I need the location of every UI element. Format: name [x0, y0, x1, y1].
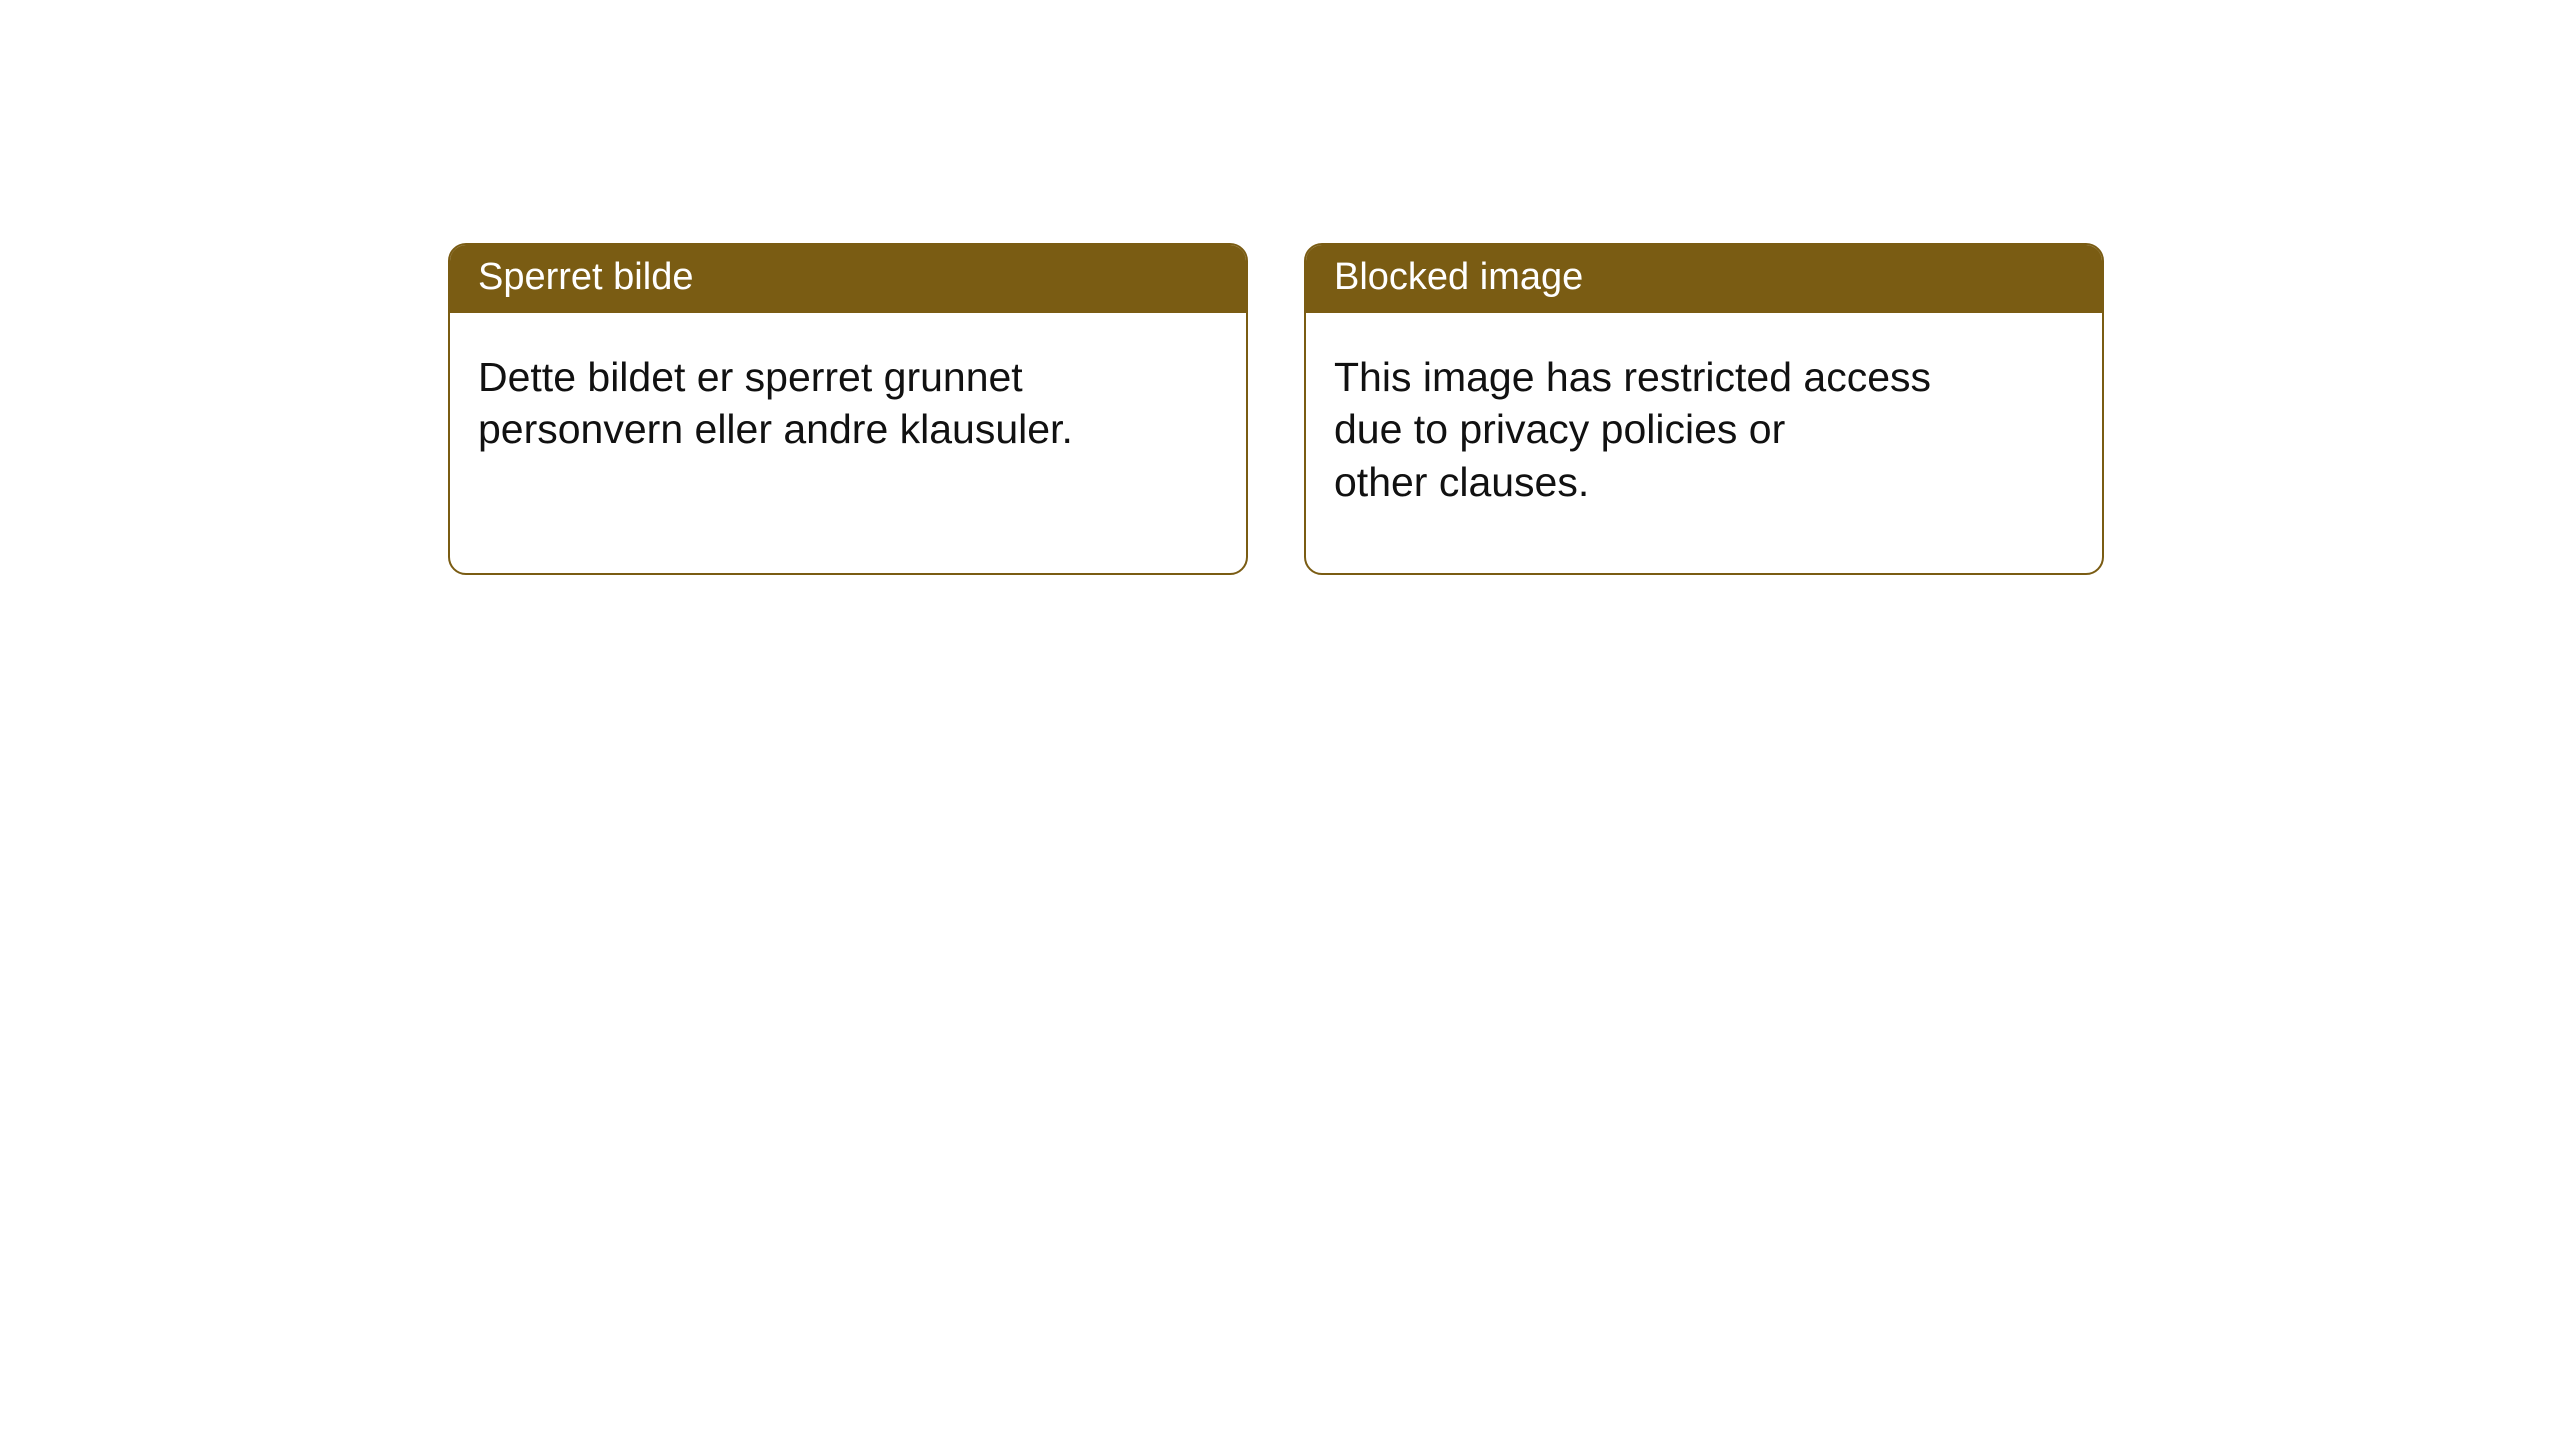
notice-cards-container: Sperret bilde Dette bildet er sperret gr… [0, 0, 2560, 575]
notice-card-title: Blocked image [1306, 245, 2102, 313]
notice-card-english: Blocked image This image has restricted … [1304, 243, 2104, 575]
notice-card-title: Sperret bilde [450, 245, 1246, 313]
notice-card-body: This image has restricted access due to … [1306, 313, 2102, 536]
notice-card-norwegian: Sperret bilde Dette bildet er sperret gr… [448, 243, 1248, 575]
notice-card-body: Dette bildet er sperret grunnet personve… [450, 313, 1246, 484]
